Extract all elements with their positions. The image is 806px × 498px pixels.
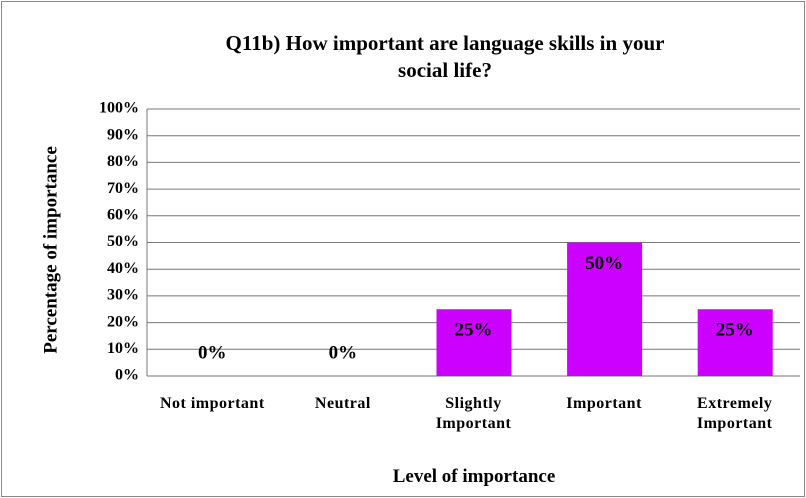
y-axis-label: Percentage of importance (40, 146, 61, 354)
x-tick-label: Neutral (314, 395, 371, 412)
x-tick-label: Important (566, 395, 642, 412)
y-tick-label: 40% (107, 260, 139, 277)
y-tick-label: 60% (107, 206, 139, 223)
data-label: 25% (455, 320, 493, 341)
data-label: 25% (716, 320, 754, 341)
data-label: 0% (329, 342, 358, 363)
x-tick-label: Extremely Important (696, 395, 773, 432)
y-tick-label: 90% (107, 126, 139, 143)
data-label: 0% (198, 342, 227, 363)
x-tick-label: Not important (159, 395, 265, 412)
bar (697, 309, 773, 376)
chart-title: Q11b) How important are language skills … (225, 31, 665, 82)
y-tick-label: 50% (107, 233, 139, 250)
y-tick-label: 100% (99, 100, 139, 117)
data-label: 50% (585, 253, 623, 274)
y-tick-label: 30% (107, 287, 139, 304)
x-axis-label: Level of importance (392, 466, 556, 487)
y-tick-label: 80% (107, 153, 139, 170)
bar (436, 309, 512, 376)
y-tick-label: 70% (107, 180, 139, 197)
y-tick-label: 0% (115, 367, 139, 384)
y-tick-label: 20% (107, 313, 139, 330)
bar (567, 242, 643, 376)
y-tick-label: 10% (107, 340, 139, 357)
x-tick-label: Slightly Important (435, 395, 512, 432)
